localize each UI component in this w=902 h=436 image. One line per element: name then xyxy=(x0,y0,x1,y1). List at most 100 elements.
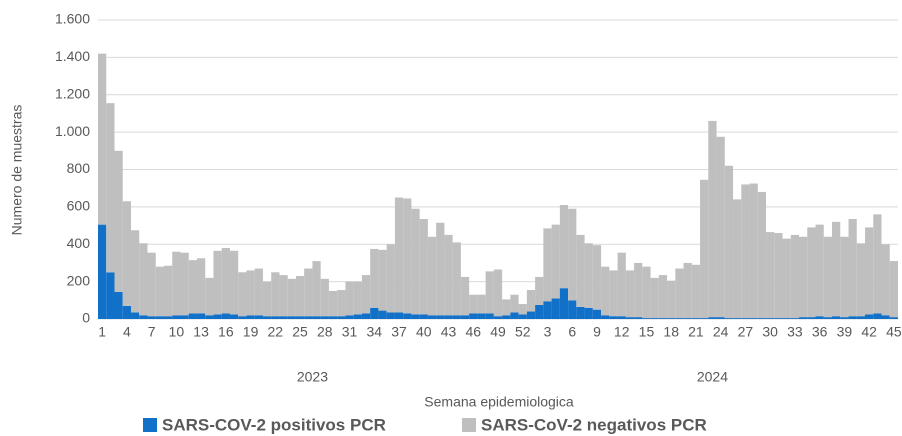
bar-segment xyxy=(741,318,750,319)
x-tick-label: 49 xyxy=(490,324,506,340)
bar-segment xyxy=(526,290,536,312)
bar-segment xyxy=(823,317,833,319)
bar-segment xyxy=(139,315,148,319)
bar-segment xyxy=(642,318,651,319)
bar-segment xyxy=(312,261,321,317)
bar-segment xyxy=(287,278,296,317)
x-tick-label: 10 xyxy=(169,324,185,340)
bar-segment xyxy=(584,243,593,308)
x-tick-label: 36 xyxy=(812,324,828,340)
bar-segment xyxy=(650,318,659,319)
bar-segment xyxy=(716,317,725,319)
bar-segment xyxy=(832,316,841,319)
legend-label: SARS-CoV-2 negativos PCR xyxy=(481,415,707,434)
x-tick-label: 28 xyxy=(317,324,333,340)
y-tick-label: 0 xyxy=(82,310,90,326)
bar-segment xyxy=(180,315,189,319)
bar-segment xyxy=(188,260,197,314)
bar-segment xyxy=(881,244,890,316)
bar-segment xyxy=(139,243,148,316)
x-tick-label: 13 xyxy=(193,324,209,340)
bar-segment xyxy=(493,316,503,319)
bar-segment xyxy=(403,313,412,319)
bar-segment xyxy=(815,224,824,317)
x-tick-label: 25 xyxy=(292,324,308,340)
bar-segment xyxy=(419,219,428,315)
bar-segment xyxy=(353,314,362,319)
x-tick-label: 42 xyxy=(861,324,877,340)
bar-segment xyxy=(411,314,420,319)
bar-segment xyxy=(518,304,527,315)
x-tick-label: 33 xyxy=(787,324,803,340)
bar-segment xyxy=(427,315,437,319)
bar-segment xyxy=(304,268,313,317)
bar-segment xyxy=(130,312,140,319)
bar-segment xyxy=(889,317,898,319)
bar-segment xyxy=(304,316,313,319)
bar-segment xyxy=(254,315,263,319)
bar-segment xyxy=(98,53,107,225)
bar-segment xyxy=(485,271,494,314)
bar-segment xyxy=(790,318,800,319)
bar-segment xyxy=(271,272,280,317)
bar-segment xyxy=(155,316,164,319)
bar-segment xyxy=(493,269,503,317)
bar-segment xyxy=(394,312,404,319)
y-tick-label: 400 xyxy=(67,235,91,251)
bar-segment xyxy=(427,236,437,316)
bar-segment xyxy=(477,294,486,314)
bar-segment xyxy=(873,313,882,319)
bar-segment xyxy=(254,268,263,316)
bar-segment xyxy=(229,314,239,319)
bar-segment xyxy=(403,198,412,314)
bar-segment xyxy=(535,276,544,305)
bar-segment xyxy=(865,227,874,315)
bar-segment xyxy=(221,313,230,319)
bar-segment xyxy=(889,261,898,318)
bar-segment xyxy=(733,199,742,319)
bar-segment xyxy=(147,252,156,317)
bar-segment xyxy=(625,270,635,318)
bar-segment xyxy=(361,275,371,314)
bar-segment xyxy=(370,248,379,308)
bar-segment xyxy=(774,318,783,319)
bar-segment xyxy=(675,268,684,319)
x-tick-label: 1 xyxy=(98,324,106,340)
bar-segment xyxy=(782,238,791,319)
bar-segment xyxy=(790,234,800,319)
bar-segment xyxy=(873,214,882,314)
bar-segment xyxy=(865,314,874,319)
bar-segment xyxy=(130,230,140,313)
bar-segment xyxy=(114,291,123,319)
bar-segment xyxy=(411,208,420,315)
x-tick-label: 9 xyxy=(593,324,601,340)
x-tick-label: 3 xyxy=(544,324,552,340)
bar-segment xyxy=(469,313,478,319)
bar-segment xyxy=(238,272,247,317)
bar-segment xyxy=(733,318,742,319)
x-tick-label: 34 xyxy=(366,324,382,340)
bar-segment xyxy=(510,312,519,319)
bar-segment xyxy=(592,309,602,319)
bar-segment xyxy=(444,234,453,316)
x-tick-label: 12 xyxy=(614,324,630,340)
bar-segment xyxy=(386,312,395,319)
bar-segment xyxy=(617,252,626,317)
bar-segment xyxy=(172,315,181,319)
x-tick-label: 30 xyxy=(762,324,778,340)
bar-segment xyxy=(163,316,173,319)
bar-segment xyxy=(856,243,866,317)
bar-segment xyxy=(881,315,890,319)
x-tick-label: 39 xyxy=(837,324,853,340)
x-group-label: 2024 xyxy=(697,369,728,385)
x-tick-label: 24 xyxy=(713,324,729,340)
bar-segment xyxy=(823,236,833,318)
bar-segment xyxy=(807,317,816,319)
bar-segment xyxy=(716,136,725,318)
x-tick-label: 27 xyxy=(738,324,754,340)
bar-segment xyxy=(782,318,791,319)
bar-segment xyxy=(592,245,602,310)
bar-segment xyxy=(361,313,371,319)
bar-segment xyxy=(518,314,527,319)
